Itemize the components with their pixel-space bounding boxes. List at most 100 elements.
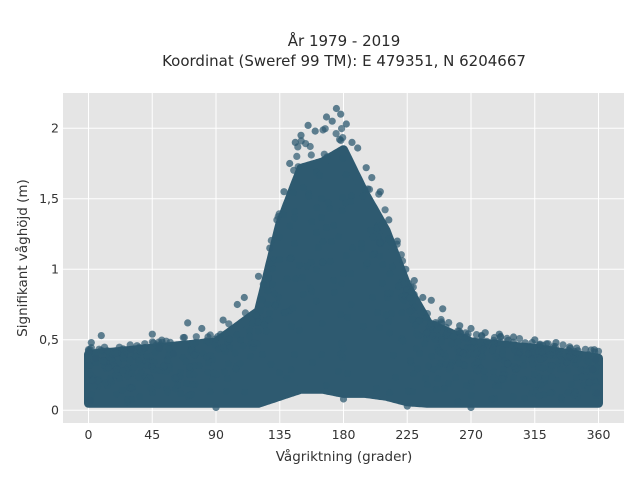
scatter-point xyxy=(369,233,377,241)
scatter-point xyxy=(337,110,345,118)
scatter-point xyxy=(332,130,340,138)
scatter-point xyxy=(246,327,254,335)
scatter-point xyxy=(335,233,343,241)
scatter-point xyxy=(339,395,348,403)
scatter-point xyxy=(533,380,541,388)
scatter-point xyxy=(521,339,529,347)
scatter-point xyxy=(447,340,455,348)
scatter-point xyxy=(519,355,527,363)
scatter-point xyxy=(195,362,203,370)
scatter-point xyxy=(118,386,126,394)
scatter-point xyxy=(472,331,481,339)
scatter-point xyxy=(498,375,506,383)
scatter-point xyxy=(187,391,196,399)
scatter-point xyxy=(363,259,371,267)
scatter-point xyxy=(509,338,517,346)
scatter-point xyxy=(177,390,185,398)
scatter-point xyxy=(166,338,174,346)
scatter-point xyxy=(268,280,277,288)
scatter-point xyxy=(155,344,163,352)
scatter-point xyxy=(513,348,521,356)
y-tick-labels: 0 0,5 1 1,5 2 xyxy=(39,120,59,417)
scatter-point xyxy=(409,388,417,396)
scatter-point xyxy=(566,344,574,352)
scatter-point xyxy=(265,309,274,317)
scatter-point xyxy=(330,221,338,230)
scatter-point xyxy=(342,171,350,179)
scatter-point xyxy=(288,322,296,330)
scatter-point xyxy=(198,324,206,333)
scatter-point xyxy=(225,320,233,328)
scatter-point xyxy=(332,104,340,113)
scatter-point xyxy=(222,387,230,396)
scatter-point xyxy=(395,282,403,290)
scatter-point xyxy=(342,252,350,260)
scatter-point xyxy=(190,351,198,359)
scatter-point xyxy=(589,365,597,373)
scatter-point xyxy=(182,379,190,387)
scatter-point xyxy=(414,365,422,373)
scatter-point xyxy=(504,360,512,368)
scatter-point xyxy=(88,391,96,399)
scatter-point xyxy=(422,314,430,322)
scatter-point xyxy=(206,331,214,339)
x-tick-labels: 0 45 90 135 180 225 270 315 360 xyxy=(85,427,611,442)
scatter-point xyxy=(357,240,366,248)
scatter-point xyxy=(392,373,400,381)
scatter-point xyxy=(521,378,529,386)
scatter-point xyxy=(463,333,471,341)
scatter-point xyxy=(220,368,228,376)
scatter-point xyxy=(158,336,166,344)
y-tick-label: 1 xyxy=(51,261,59,276)
scatter-point xyxy=(130,363,138,371)
scatter-point xyxy=(327,238,335,246)
scatter-point xyxy=(443,329,451,337)
scatter-point xyxy=(291,351,299,359)
scatter-point xyxy=(113,365,121,373)
scatter-point xyxy=(342,120,350,128)
scatter-point xyxy=(84,361,93,369)
scatter-point xyxy=(174,381,182,389)
scatter-point xyxy=(347,300,355,309)
scatter-point xyxy=(299,273,307,282)
scatter-point xyxy=(338,207,346,215)
scatter-point xyxy=(263,300,271,308)
chart-title: År 1979 - 2019 xyxy=(288,31,401,50)
scatter-point xyxy=(326,205,334,213)
scatter-point xyxy=(260,321,268,329)
scatter-point xyxy=(410,370,418,378)
scatter-point xyxy=(406,356,415,365)
scatter-point xyxy=(556,366,564,374)
scatter-point xyxy=(148,330,156,338)
scatter-point xyxy=(233,300,241,309)
scatter-point xyxy=(374,308,382,317)
scatter-point xyxy=(440,349,448,357)
scatter-point xyxy=(308,218,316,226)
scatter-point xyxy=(126,356,134,364)
scatter-point xyxy=(127,346,135,354)
scatter-point xyxy=(209,375,217,383)
scatter-point xyxy=(338,193,346,201)
scatter-point xyxy=(450,333,458,341)
scatter-point xyxy=(209,369,217,377)
scatter-point xyxy=(385,329,393,337)
scatter-point xyxy=(281,309,289,317)
scatter-point xyxy=(251,311,260,319)
scatter-point xyxy=(440,385,449,393)
scatter-point xyxy=(275,255,283,264)
scatter-point xyxy=(290,214,299,222)
scatter-point xyxy=(87,339,95,347)
scatter-point xyxy=(472,350,480,358)
scatter-point xyxy=(399,337,407,345)
scatter-point xyxy=(454,398,462,406)
scatter-point xyxy=(136,393,144,401)
y-tick-label: 2 xyxy=(51,120,59,135)
scatter-point xyxy=(246,332,254,340)
scatter-point xyxy=(509,393,517,401)
scatter-point xyxy=(86,396,94,404)
scatter-point xyxy=(318,351,326,359)
scatter-point xyxy=(143,352,151,360)
scatter-point xyxy=(423,381,431,389)
scatter-point xyxy=(267,236,275,245)
